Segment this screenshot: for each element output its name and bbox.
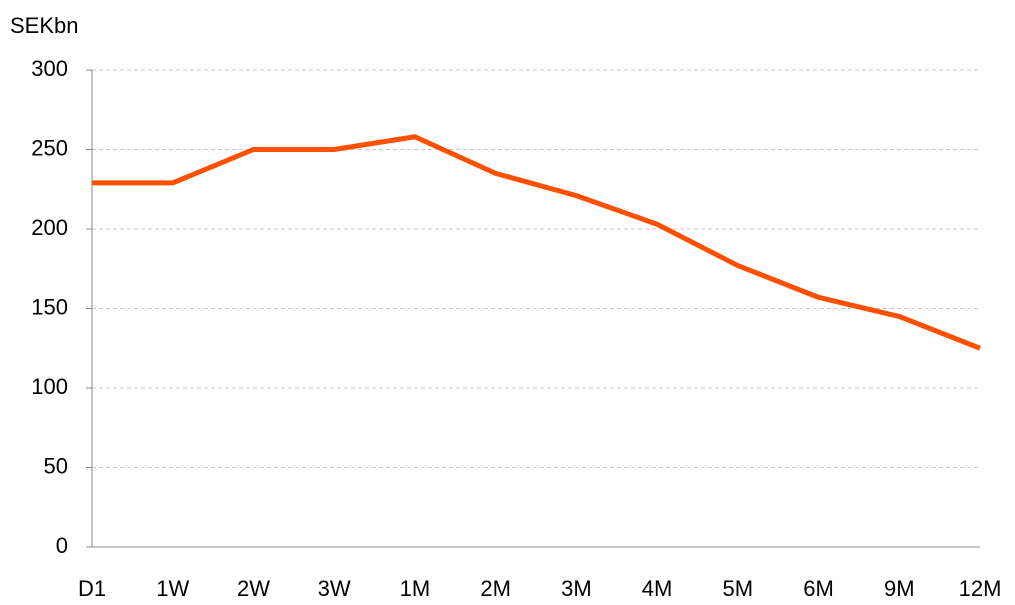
x-tick-label: 6M [803,576,834,601]
y-tick-label: 100 [31,374,68,399]
x-tick-label: 9M [884,576,915,601]
y-tick-label: 200 [31,215,68,240]
x-tick-label: 3M [561,576,592,601]
x-tick-label: 5M [723,576,754,601]
y-tick-label: 150 [31,294,68,319]
x-tick-label: 12M [959,576,1002,601]
y-tick-label: 250 [31,135,68,160]
x-tick-label: 3W [318,576,351,601]
y-tick-label: 0 [56,533,68,558]
x-tick-label: D1 [78,576,106,601]
y-tick-label: 50 [44,453,68,478]
x-tick-label: 4M [642,576,673,601]
y-tick-label: 300 [31,56,68,81]
x-tick-label: 1M [400,576,431,601]
line [92,134,981,351]
x-tick-label: 2W [237,576,270,601]
y-axis-label: SEKbn [10,13,79,38]
x-tick-label: 1W [156,576,189,601]
x-tick-label: 2M [480,576,511,601]
